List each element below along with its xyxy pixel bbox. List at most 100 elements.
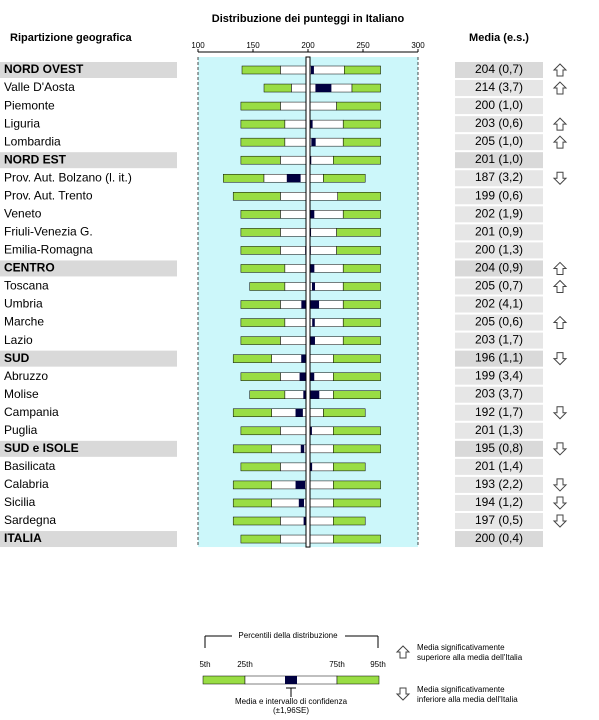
value-bg xyxy=(455,242,543,259)
legend-label: 25th xyxy=(237,660,253,669)
row-label: Lazio xyxy=(4,333,33,347)
significance-arrow xyxy=(552,442,568,456)
lower-tail xyxy=(232,408,272,418)
mean: 187 xyxy=(475,170,495,184)
mean: 194 xyxy=(475,495,495,509)
mean: 200 xyxy=(475,243,495,257)
mean: 203 xyxy=(475,333,495,347)
value-bg xyxy=(455,513,543,529)
reference-line xyxy=(305,56,311,548)
confidence-interval xyxy=(298,498,304,507)
group-row-bg xyxy=(0,152,177,169)
legend-label: 95th xyxy=(370,660,386,669)
standard-error: (0,7) xyxy=(498,62,523,76)
confidence-interval xyxy=(310,120,313,129)
mean: 199 xyxy=(475,188,495,202)
significance-arrow xyxy=(552,406,568,420)
confidence-interval xyxy=(307,336,315,345)
chart-title: Distribuzione dei punteggi in Italiano xyxy=(212,13,405,25)
confidence-interval xyxy=(311,282,316,291)
mean-value: 192 (1,7) xyxy=(475,405,523,419)
value-bg xyxy=(455,314,543,331)
significance-arrow xyxy=(395,687,411,701)
lower-tail xyxy=(232,480,272,490)
significance-arrow xyxy=(552,261,568,275)
lower-tail xyxy=(263,83,292,93)
value-bg xyxy=(455,458,543,475)
value-bg xyxy=(455,134,543,151)
lower-tail xyxy=(232,498,272,508)
lower-tail xyxy=(240,534,281,544)
significance-arrow xyxy=(552,279,568,293)
value-bg xyxy=(455,296,543,313)
standard-error: (0,6) xyxy=(498,188,523,202)
row-label: Campania xyxy=(4,405,59,419)
upper-tail xyxy=(333,498,381,508)
standard-error: (1,1) xyxy=(498,351,523,365)
mean-value: 205 (1,0) xyxy=(475,134,523,148)
mean-value: 199 (3,4) xyxy=(475,369,523,383)
mean-value: 194 (1,2) xyxy=(475,495,523,509)
row-label: Liguria xyxy=(4,116,40,130)
lower-tail xyxy=(240,462,281,472)
value-bg xyxy=(455,278,543,295)
standard-error: (1,3) xyxy=(498,423,523,437)
mean: 201 xyxy=(475,152,495,166)
row-label: NORD OVEST xyxy=(4,62,84,76)
lower-tail xyxy=(240,101,281,111)
mean-value: 200 (1,0) xyxy=(475,98,523,112)
mean-value: 203 (1,7) xyxy=(475,333,523,347)
standard-error: (1,0) xyxy=(498,152,523,166)
row-label: Umbria xyxy=(4,297,43,311)
group-value-bg xyxy=(455,440,543,457)
lower-tail xyxy=(249,282,286,291)
lower-tail xyxy=(232,444,272,454)
legend-swatch xyxy=(285,676,297,684)
group-row-bg xyxy=(0,62,177,78)
upper-tail xyxy=(333,155,381,165)
significance-arrow xyxy=(552,496,568,510)
upper-tail xyxy=(342,137,381,147)
legend-label: inferiore alla media dell'Italia xyxy=(417,695,518,704)
confidence-interval xyxy=(315,84,332,93)
row-label: SUD e ISOLE xyxy=(4,441,79,455)
significance-arrow xyxy=(552,478,568,492)
mean: 202 xyxy=(475,206,495,220)
legend-title: Percentili della distribuzione xyxy=(238,631,338,640)
row-label: Sicilia xyxy=(4,495,36,509)
significance-arrow xyxy=(552,352,568,366)
row-label: NORD EST xyxy=(4,152,67,166)
mean-value: 205 (0,6) xyxy=(475,315,523,329)
mean-value: 196 (1,1) xyxy=(475,351,523,365)
standard-error: (1,2) xyxy=(498,495,523,509)
mean: 195 xyxy=(475,441,495,455)
value-bg xyxy=(455,98,543,115)
standard-error: (1,7) xyxy=(498,405,523,419)
row-label: ITALIA xyxy=(4,531,42,545)
x-tick-label: 150 xyxy=(246,41,260,50)
confidence-interval xyxy=(303,390,320,399)
value-bg xyxy=(455,332,543,349)
upper-tail xyxy=(337,192,381,201)
significance-arrow xyxy=(552,171,568,185)
mean: 201 xyxy=(475,459,495,473)
mean: 214 xyxy=(475,80,495,94)
upper-tail xyxy=(336,228,381,237)
upper-tail xyxy=(344,65,381,75)
legend-label: 75th xyxy=(329,660,345,669)
mean-value: 201 (0,9) xyxy=(475,225,523,239)
standard-error: (4,1) xyxy=(498,297,523,311)
mean-value: 203 (3,7) xyxy=(475,387,523,401)
mean: 204 xyxy=(475,261,495,275)
value-bg xyxy=(455,80,543,97)
group-value-bg xyxy=(455,260,543,277)
mean-value: 201 (1,3) xyxy=(475,423,523,437)
mean-value: 202 (4,1) xyxy=(475,297,523,311)
row-label: Piemonte xyxy=(4,98,55,112)
interquartile xyxy=(284,119,344,129)
confidence-interval xyxy=(295,480,306,489)
lower-tail xyxy=(240,372,281,381)
standard-error: (1,0) xyxy=(498,134,523,148)
mean-value: 200 (0,4) xyxy=(475,531,523,545)
